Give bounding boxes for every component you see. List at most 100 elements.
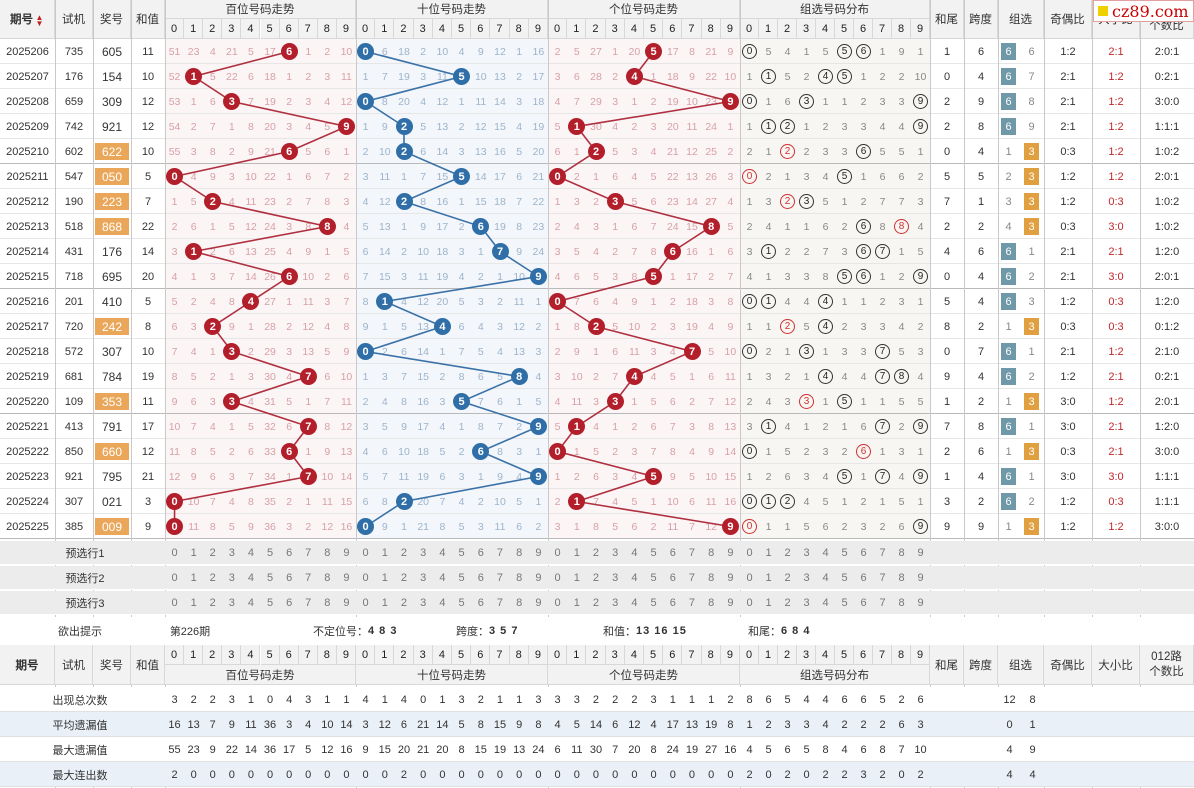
trial-cell[interactable]: 190 [64, 195, 84, 208]
preselect-digit[interactable]: 9 [343, 572, 350, 584]
preselect-digit[interactable]: 0 [171, 597, 178, 609]
preselect-digit[interactable]: 5 [841, 547, 848, 559]
trial-cell[interactable]: 518 [64, 220, 84, 233]
preselect-digit[interactable]: 1 [190, 572, 197, 584]
preselect-digit[interactable]: 1 [573, 547, 580, 559]
preselect-digit[interactable]: 2 [592, 597, 600, 609]
trial-cell[interactable]: 431 [64, 245, 84, 258]
preselect-digit[interactable]: 6 [477, 547, 484, 559]
sort-icon[interactable]: ▲▼ [35, 13, 44, 25]
trial-cell[interactable]: 176 [64, 70, 84, 83]
preselect-digit[interactable]: 7 [305, 572, 312, 584]
preselect-digit[interactable]: 5 [458, 547, 465, 559]
preselect-digit[interactable]: 2 [400, 597, 408, 609]
preselect-digit[interactable]: 3 [803, 572, 810, 584]
trial-cell[interactable]: 307 [64, 495, 84, 508]
preselect-digit[interactable]: 7 [496, 547, 504, 559]
preselect-digit[interactable]: 8 [516, 547, 523, 559]
preselect-digit[interactable]: 8 [898, 572, 905, 584]
preselect-digit[interactable]: 7 [496, 572, 504, 584]
preselect-digit[interactable]: 5 [841, 597, 848, 609]
preselect-digit[interactable]: 3 [420, 572, 427, 584]
preselect-digit[interactable]: 4 [247, 547, 254, 559]
preselect-digit[interactable]: 4 [247, 572, 254, 584]
preselect-digit[interactable]: 4 [631, 597, 638, 609]
trial-cell[interactable]: 547 [64, 170, 84, 183]
trial-cell[interactable]: 385 [64, 520, 84, 533]
preselect-digit[interactable]: 6 [286, 572, 293, 584]
preselect-digit[interactable]: 9 [535, 572, 542, 584]
preselect-digit[interactable]: 3 [228, 572, 235, 584]
preselect-digit[interactable]: 6 [477, 572, 484, 584]
preselect-digit[interactable]: 7 [496, 597, 504, 609]
preselect-digit[interactable]: 3 [420, 547, 427, 559]
trial-cell[interactable]: 718 [64, 270, 84, 283]
preselect-digit[interactable]: 1 [765, 572, 772, 584]
bottom-period-header[interactable]: 期号 [0, 645, 55, 685]
preselect-digit[interactable]: 3 [420, 597, 427, 609]
preselect-digit[interactable]: 7 [305, 547, 312, 559]
preselect-digit[interactable]: 0 [746, 547, 753, 559]
preselect-digit[interactable]: 2 [209, 547, 216, 559]
preselect-digit[interactable]: 1 [190, 597, 197, 609]
trial-cell[interactable]: 735 [64, 45, 84, 58]
trial-cell[interactable]: 602 [64, 145, 84, 158]
preselect-digit[interactable]: 4 [439, 597, 446, 609]
trial-cell[interactable]: 720 [64, 320, 84, 333]
preselect-digit[interactable]: 0 [171, 572, 178, 584]
preselect-digit[interactable]: 6 [286, 597, 293, 609]
trial-cell[interactable]: 572 [64, 345, 84, 358]
preselect-digit[interactable]: 9 [727, 597, 734, 609]
preselect-digit[interactable]: 0 [554, 597, 561, 609]
preselect-digit[interactable]: 8 [898, 547, 905, 559]
preselect-digit[interactable]: 6 [286, 547, 293, 559]
preselect-digit[interactable]: 2 [784, 572, 791, 584]
preselect-digit[interactable]: 8 [516, 597, 523, 609]
preselect-digit[interactable]: 0 [171, 547, 178, 559]
preselect-digit[interactable]: 5 [266, 572, 274, 584]
preselect-digit[interactable]: 9 [917, 597, 924, 609]
preselect-digit[interactable]: 9 [727, 572, 734, 584]
preselect-digit[interactable]: 0 [362, 547, 369, 559]
preselect-digit[interactable]: 2 [209, 597, 216, 609]
preselect-digit[interactable]: 3 [612, 572, 619, 584]
preselect-digit[interactable]: 2 [209, 572, 216, 584]
preselect-digit[interactable]: 5 [266, 547, 274, 559]
preselect-digit[interactable]: 8 [708, 597, 715, 609]
preselect-digit[interactable]: 8 [516, 572, 523, 584]
preselect-digit[interactable]: 0 [554, 547, 561, 559]
preselect-digit[interactable]: 4 [631, 572, 638, 584]
preselect-digit[interactable]: 8 [708, 547, 715, 559]
preselect-digit[interactable]: 4 [631, 547, 638, 559]
preselect-digit[interactable]: 3 [612, 597, 619, 609]
preselect-digit[interactable]: 6 [669, 597, 676, 609]
preselect-digit[interactable]: 7 [688, 547, 696, 559]
trial-cell[interactable]: 921 [64, 470, 84, 483]
preselect-digit[interactable]: 6 [860, 547, 867, 559]
trial-cell[interactable]: 659 [64, 95, 84, 108]
preselect-digit[interactable]: 6 [669, 572, 676, 584]
preselect-digit[interactable]: 8 [324, 597, 331, 609]
preselect-digit[interactable]: 7 [305, 597, 312, 609]
site-logo[interactable]: cz89.com [1093, 0, 1194, 22]
preselect-digit[interactable]: 3 [803, 547, 810, 559]
preselect-digit[interactable]: 0 [362, 572, 369, 584]
preselect-digit[interactable]: 4 [822, 572, 829, 584]
preselect-digit[interactable]: 4 [247, 597, 254, 609]
preselect-digit[interactable]: 3 [228, 597, 235, 609]
preselect-digit[interactable]: 1 [765, 547, 772, 559]
preselect-digit[interactable]: 6 [860, 597, 867, 609]
preselect-digit[interactable]: 5 [841, 572, 848, 584]
preselect-digit[interactable]: 1 [381, 547, 388, 559]
preselect-digit[interactable]: 2 [592, 572, 600, 584]
preselect-digit[interactable]: 6 [477, 597, 484, 609]
preselect-digit[interactable]: 4 [822, 597, 829, 609]
preselect-digit[interactable]: 9 [535, 547, 542, 559]
preselect-digit[interactable]: 9 [343, 547, 350, 559]
preselect-digit[interactable]: 1 [765, 597, 772, 609]
preselect-digit[interactable]: 0 [746, 597, 753, 609]
preselect-digit[interactable]: 8 [708, 572, 715, 584]
preselect-digit[interactable]: 0 [746, 572, 753, 584]
preselect-digit[interactable]: 5 [650, 572, 657, 584]
preselect-digit[interactable]: 1 [573, 572, 580, 584]
